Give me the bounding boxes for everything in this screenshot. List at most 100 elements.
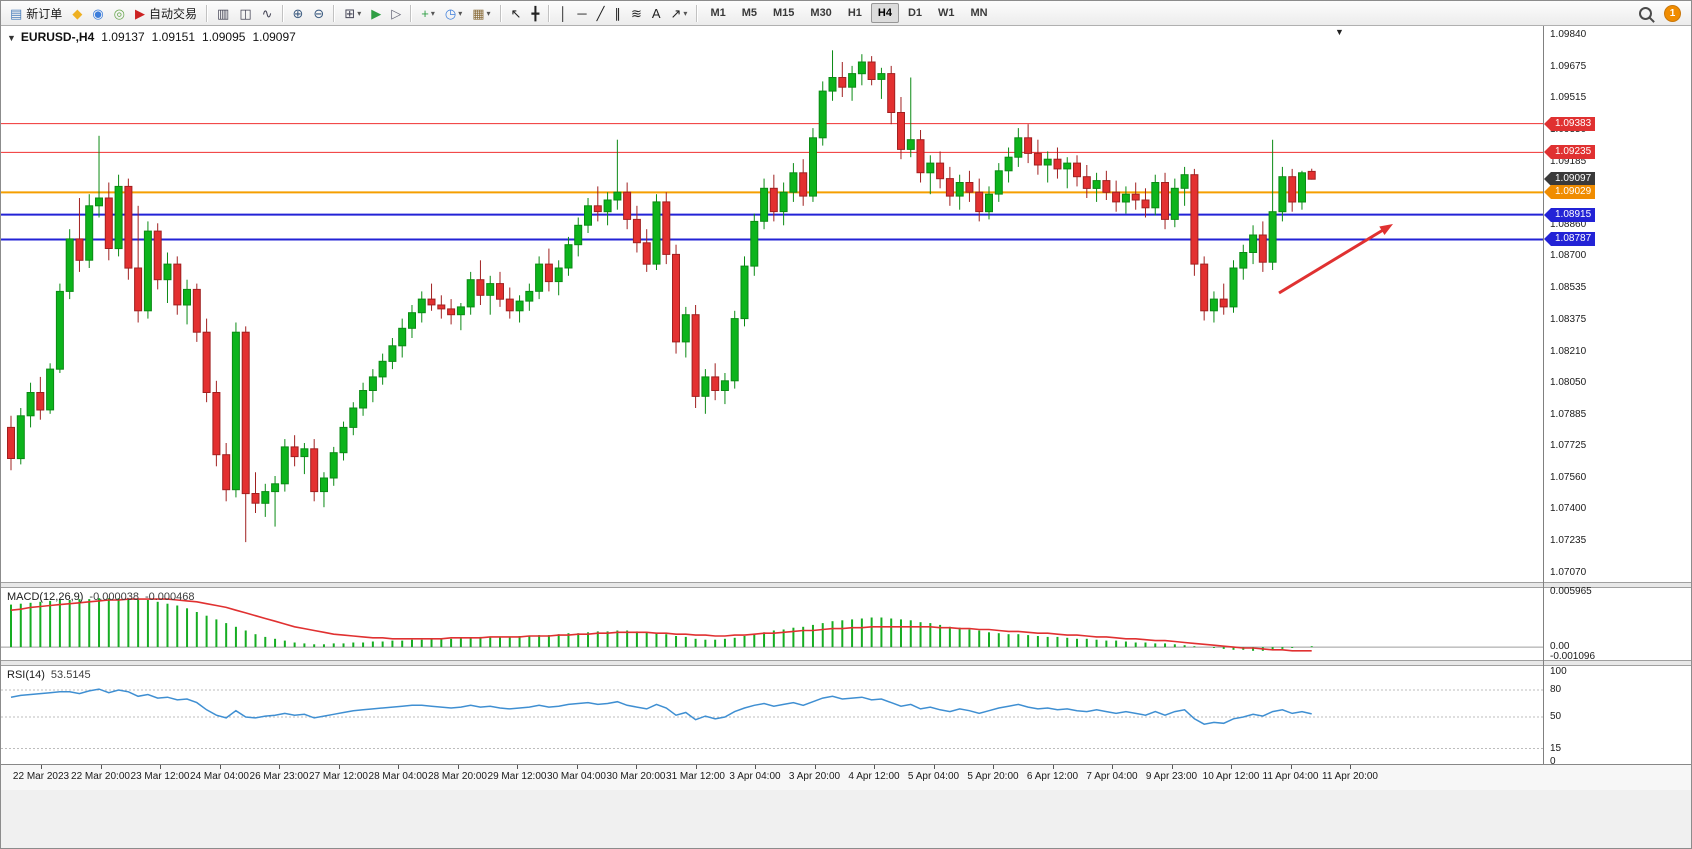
tile-windows-icon: ⊞ bbox=[344, 5, 356, 21]
price-tag[interactable]: 1.09097 bbox=[1543, 172, 1596, 187]
time-tick-label: 3 Apr 04:00 bbox=[729, 771, 781, 782]
timeframe-h4-button[interactable]: H4 bbox=[870, 3, 899, 23]
price-tag[interactable]: 1.08787 bbox=[1543, 232, 1596, 247]
trend-arrow-annotation[interactable] bbox=[1278, 226, 1387, 295]
notification-badge[interactable]: 1 bbox=[1664, 5, 1681, 22]
time-tick bbox=[874, 765, 875, 769]
horizontal-line-button[interactable]: ─ bbox=[573, 2, 590, 25]
price-tag[interactable]: 1.09235 bbox=[1543, 145, 1596, 160]
timeframe-m1-button[interactable]: M1 bbox=[710, 7, 726, 19]
indicators-dropdown-icon[interactable]: ▾ bbox=[430, 8, 435, 18]
periods-dropdown-icon[interactable]: ▾ bbox=[458, 8, 463, 18]
candle-body bbox=[339, 426, 348, 454]
candle-body bbox=[456, 306, 465, 316]
candle-body bbox=[887, 73, 896, 113]
candle-body bbox=[1229, 267, 1238, 308]
main-toolbar: ▤ 新订单 ◆ ◉ ◎ ▶ 自动交易 ▥ ◫ ∿ ⊕ ⊖ ⊞ ▾ ▶ ▷ + ▾ ◷ ▾ ▦ ▾ ↖ ╋ │ ─ ╱ ∥ ≋ A ↗ ▾ M1… bbox=[1, 1, 1691, 26]
market-button[interactable]: ◉ bbox=[88, 2, 107, 25]
macd-panel-canvas[interactable] bbox=[1, 588, 1543, 660]
mql5-button[interactable]: ◆ bbox=[68, 2, 86, 25]
chart-title: ▼ EURUSD-,H4 1.09137 1.09151 1.09095 1.09097 bbox=[7, 30, 296, 44]
arrows-button[interactable]: ↗ ▾ bbox=[667, 2, 692, 25]
timeframe-m5-button[interactable]: M5 bbox=[741, 7, 757, 19]
templates-icon: ▦ bbox=[472, 5, 485, 21]
one-click-trading-toggle[interactable]: ▼ bbox=[7, 33, 16, 43]
candle-body bbox=[955, 182, 964, 197]
price-axis-border bbox=[1543, 26, 1544, 764]
crosshair-button[interactable]: ╋ bbox=[527, 2, 543, 25]
candle-body bbox=[222, 454, 231, 491]
rsi-axis-label: 80 bbox=[1550, 684, 1562, 695]
arrows-icon: ↗ bbox=[670, 5, 682, 21]
candle-body bbox=[828, 77, 837, 92]
time-tick-label: 28 Mar 20:00 bbox=[428, 771, 487, 782]
price-tag[interactable]: 1.08915 bbox=[1543, 207, 1596, 222]
chart-shift-button[interactable]: ▷ bbox=[387, 2, 405, 25]
auto-trading-button[interactable]: ▶ 自动交易 bbox=[131, 2, 201, 25]
candle-body bbox=[1219, 298, 1228, 308]
tile-windows-dropdown-icon[interactable]: ▾ bbox=[357, 8, 362, 18]
time-tick bbox=[933, 765, 935, 769]
new-order-button[interactable]: ▤ 新订单 bbox=[6, 2, 66, 25]
panel-separator[interactable] bbox=[1, 582, 1691, 588]
periods-button[interactable]: ◷ ▾ bbox=[441, 2, 466, 25]
trendline-button[interactable]: ╱ bbox=[593, 2, 609, 25]
cursor-button[interactable]: ↖ bbox=[507, 2, 526, 25]
auto-scroll-button[interactable]: ▶ bbox=[367, 2, 385, 25]
candle-body bbox=[124, 185, 133, 269]
main-chart-canvas[interactable] bbox=[1, 26, 1543, 582]
timeframe-d1-button[interactable]: D1 bbox=[907, 7, 922, 19]
time-axis[interactable]: 22 Mar 2023 22 Mar 20:00 23 Mar 12:00 24 Ma… bbox=[1, 764, 1691, 791]
candle-body bbox=[1170, 187, 1179, 220]
candle-body bbox=[437, 304, 446, 310]
price-tick-label: 1.07725 bbox=[1550, 439, 1587, 451]
candle-body bbox=[574, 224, 583, 246]
toolbar-separator bbox=[410, 4, 413, 22]
candle-body bbox=[1033, 152, 1042, 166]
candle-body bbox=[789, 172, 798, 193]
price-tag[interactable]: 1.09029 bbox=[1543, 185, 1596, 200]
panel-separator[interactable] bbox=[1, 660, 1691, 666]
indicators-button[interactable]: + ▾ bbox=[417, 2, 439, 25]
timeframe-buttons: M1 M5 M15 M30 H1 H4 D1 W1 MN bbox=[702, 3, 995, 23]
candle-body bbox=[241, 331, 250, 495]
equidistant-channel-button[interactable]: ∥ bbox=[610, 2, 625, 25]
candle-body bbox=[642, 242, 651, 265]
templates-dropdown-icon[interactable]: ▾ bbox=[486, 8, 491, 18]
chart-shift-marker[interactable]: ▼ bbox=[1335, 27, 1344, 37]
zoom-out-button[interactable]: ⊖ bbox=[309, 2, 328, 25]
rsi-panel-canvas[interactable] bbox=[1, 666, 1543, 764]
signals-button[interactable]: ◎ bbox=[110, 2, 129, 25]
price-tag[interactable]: 1.09383 bbox=[1543, 116, 1596, 131]
candle-body bbox=[623, 191, 632, 220]
templates-button[interactable]: ▦ ▾ bbox=[468, 2, 494, 25]
candle-body bbox=[936, 162, 945, 180]
candle-body bbox=[799, 172, 808, 197]
candle-body bbox=[134, 267, 143, 312]
arrows-dropdown-icon[interactable]: ▾ bbox=[683, 8, 688, 18]
candle-body bbox=[408, 312, 416, 329]
timeframe-mn-button[interactable]: MN bbox=[970, 7, 988, 19]
tile-windows-button[interactable]: ⊞ ▾ bbox=[340, 2, 365, 25]
candle-body bbox=[46, 368, 55, 411]
candle-body bbox=[36, 392, 45, 411]
candle-body bbox=[26, 392, 35, 417]
quote-open: 1.09137 bbox=[101, 30, 145, 44]
candle-body bbox=[1131, 193, 1140, 201]
price-tag-pointer bbox=[1544, 207, 1551, 222]
timeframe-m15-button[interactable]: M15 bbox=[773, 7, 795, 19]
fibonacci-button[interactable]: ≋ bbox=[627, 2, 646, 25]
price-tick-label: 1.08375 bbox=[1550, 313, 1587, 325]
timeframe-w1-button[interactable]: W1 bbox=[938, 7, 955, 19]
timeframe-h1-button[interactable]: H1 bbox=[847, 7, 862, 19]
text-button[interactable]: A bbox=[648, 2, 665, 25]
macd-value-signal: -0.000468 bbox=[144, 591, 195, 603]
candlestick-chart-button[interactable]: ◫ bbox=[235, 2, 255, 25]
vertical-line-button[interactable]: │ bbox=[555, 2, 571, 25]
line-chart-button[interactable]: ∿ bbox=[258, 2, 277, 25]
zoom-in-button[interactable]: ⊕ bbox=[289, 2, 308, 25]
bar-chart-button[interactable]: ▥ bbox=[213, 2, 233, 25]
time-tick-label: 26 Mar 23:00 bbox=[249, 771, 309, 782]
timeframe-m30-button[interactable]: M30 bbox=[810, 7, 832, 19]
search-icon[interactable] bbox=[1639, 7, 1652, 20]
